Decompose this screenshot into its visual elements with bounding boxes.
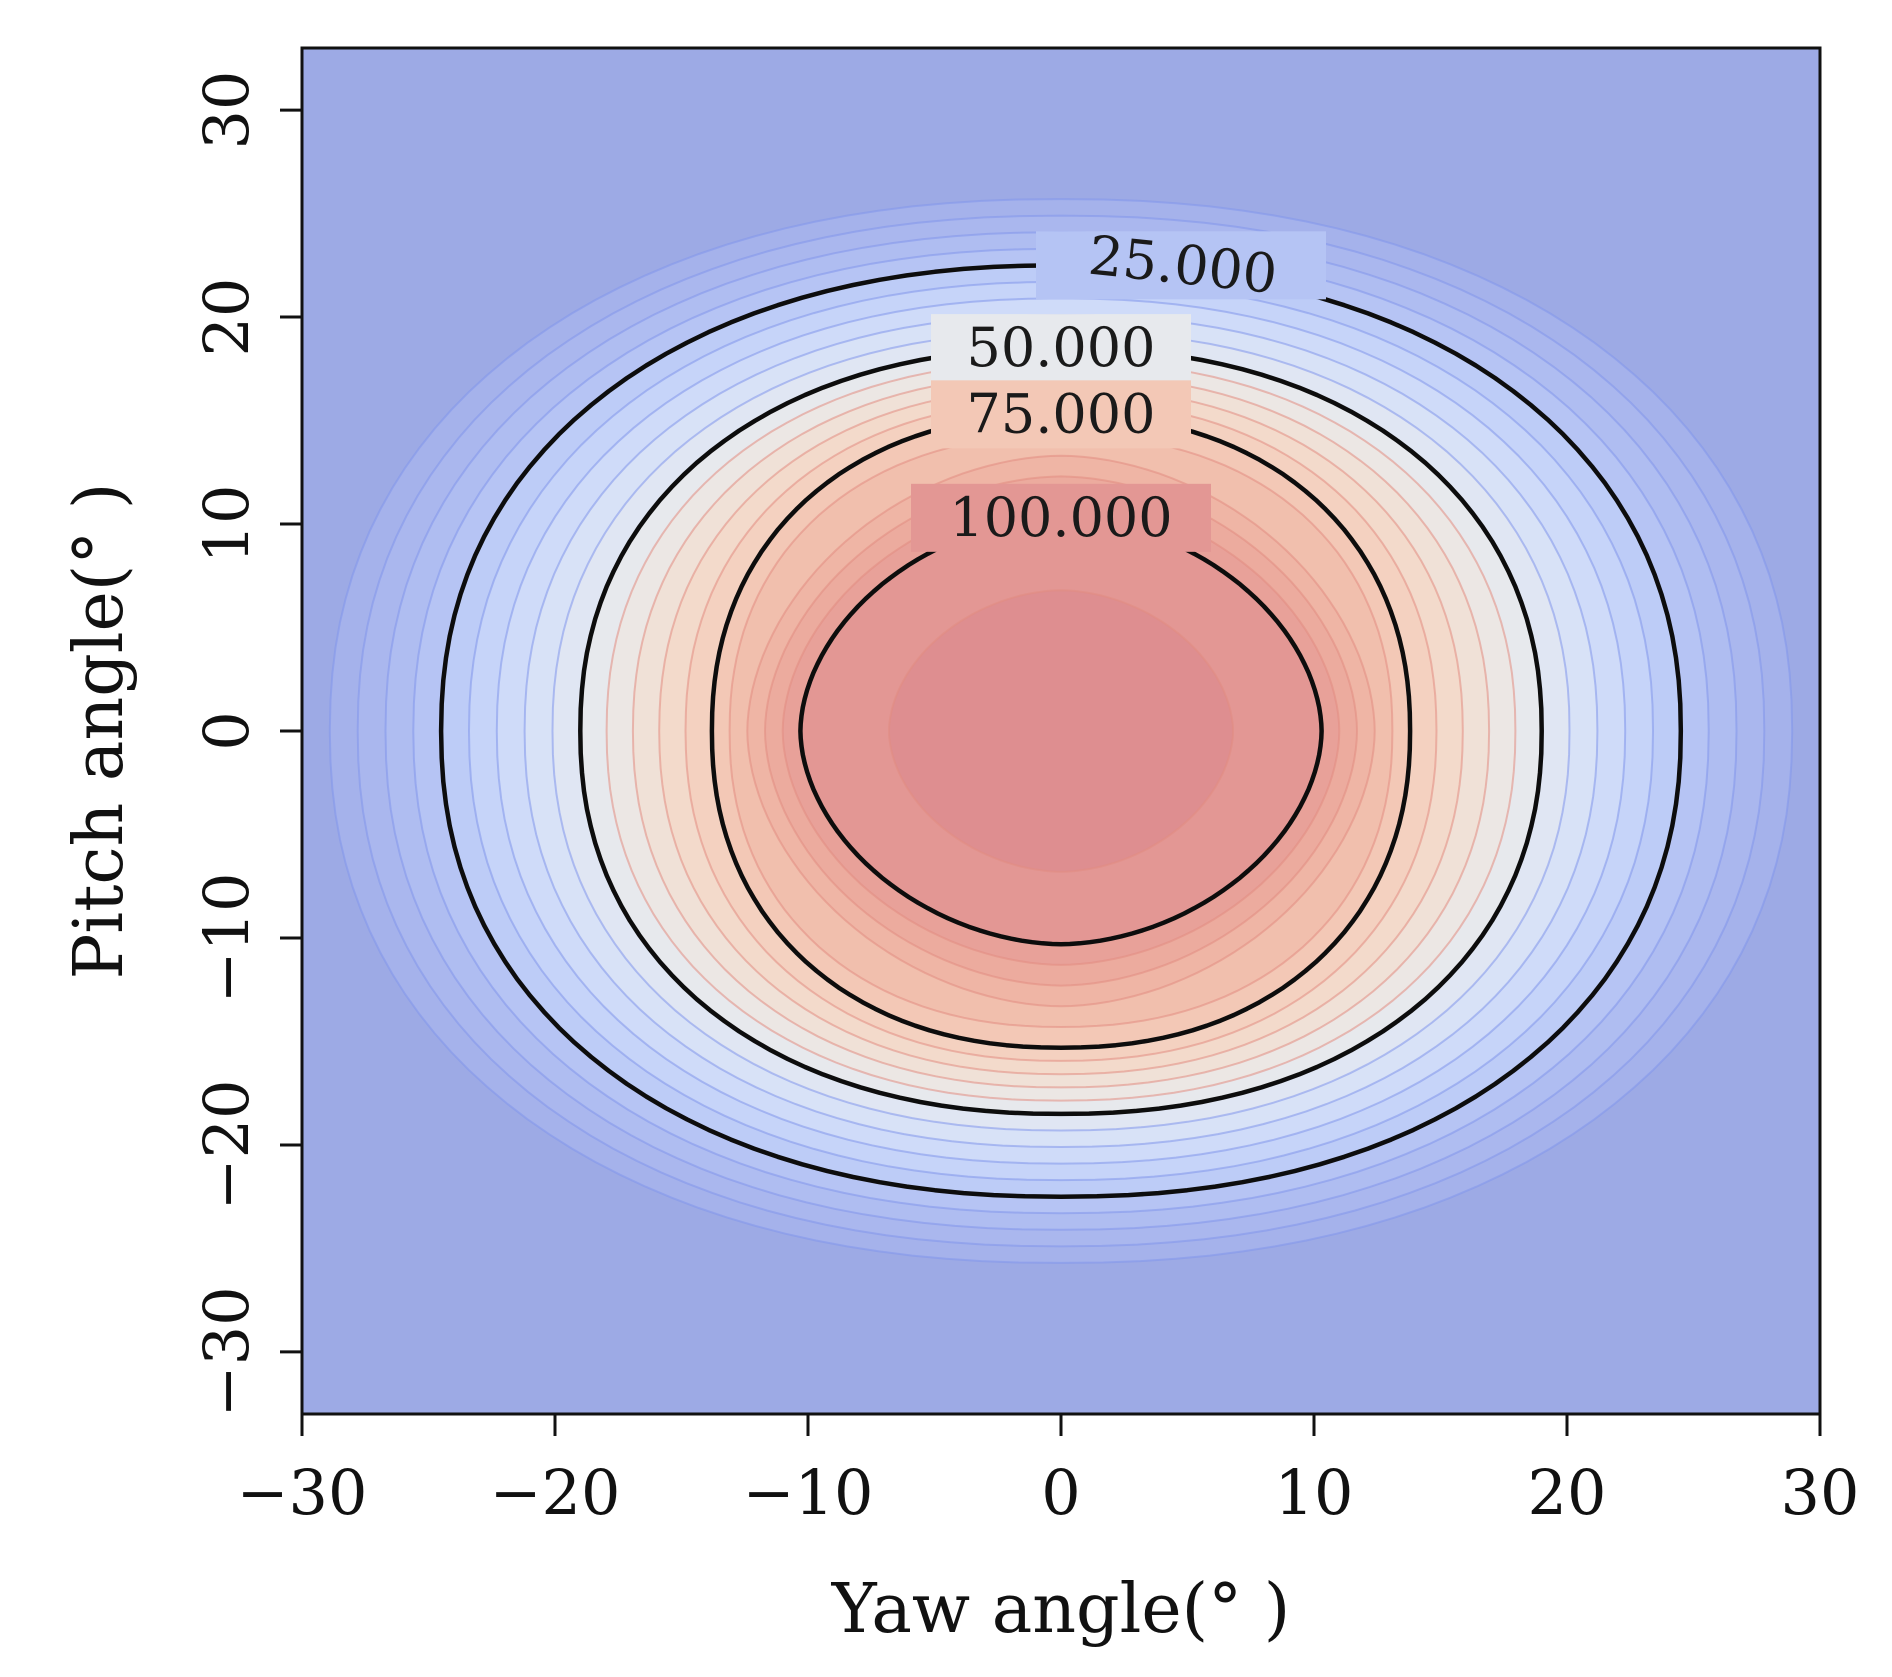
y-tick-label: 20 <box>190 278 263 357</box>
y-tick-label: −10 <box>190 873 263 1004</box>
contour-label-gap <box>931 314 1191 383</box>
contour-label-100: 100.000 <box>949 486 1172 549</box>
x-tick-label: −10 <box>743 1456 874 1529</box>
x-tick-label: 20 <box>1528 1456 1607 1529</box>
contour-label-gap <box>911 483 1211 552</box>
contour-label-50: 50.000 <box>967 316 1156 379</box>
contour-line-75 <box>709 412 1413 1050</box>
x-tick-label: −30 <box>237 1456 368 1529</box>
contour-label-gap <box>931 380 1191 449</box>
contour-line-50 <box>578 345 1544 1117</box>
x-axis-title: Yaw angle(° ) <box>831 1570 1291 1649</box>
contour-band-105 <box>887 589 1235 873</box>
y-tick-label: 30 <box>190 71 263 150</box>
contour-label-75: 75.000 <box>967 382 1156 445</box>
y-tick-label: 0 <box>190 711 263 750</box>
y-axis-title: Pitch angle(° ) <box>60 483 139 980</box>
contour-line-25 <box>438 263 1684 1199</box>
contour-field <box>302 48 1820 1414</box>
x-axis: −30 −20 −10 0 10 20 30 <box>237 1414 1860 1529</box>
y-tick-label: 10 <box>190 485 263 564</box>
contour-label-gap <box>1036 231 1326 300</box>
x-tick-label: 10 <box>1275 1456 1354 1529</box>
x-tick-label: −20 <box>490 1456 621 1529</box>
x-tick-label: 0 <box>1041 1456 1080 1529</box>
y-axis: −30 −20 −10 0 10 20 30 <box>190 71 302 1417</box>
x-tick-label: 30 <box>1781 1456 1860 1529</box>
contour-lines <box>438 263 1684 1199</box>
y-tick-label: −30 <box>190 1286 263 1417</box>
y-tick-label: −20 <box>190 1080 263 1211</box>
